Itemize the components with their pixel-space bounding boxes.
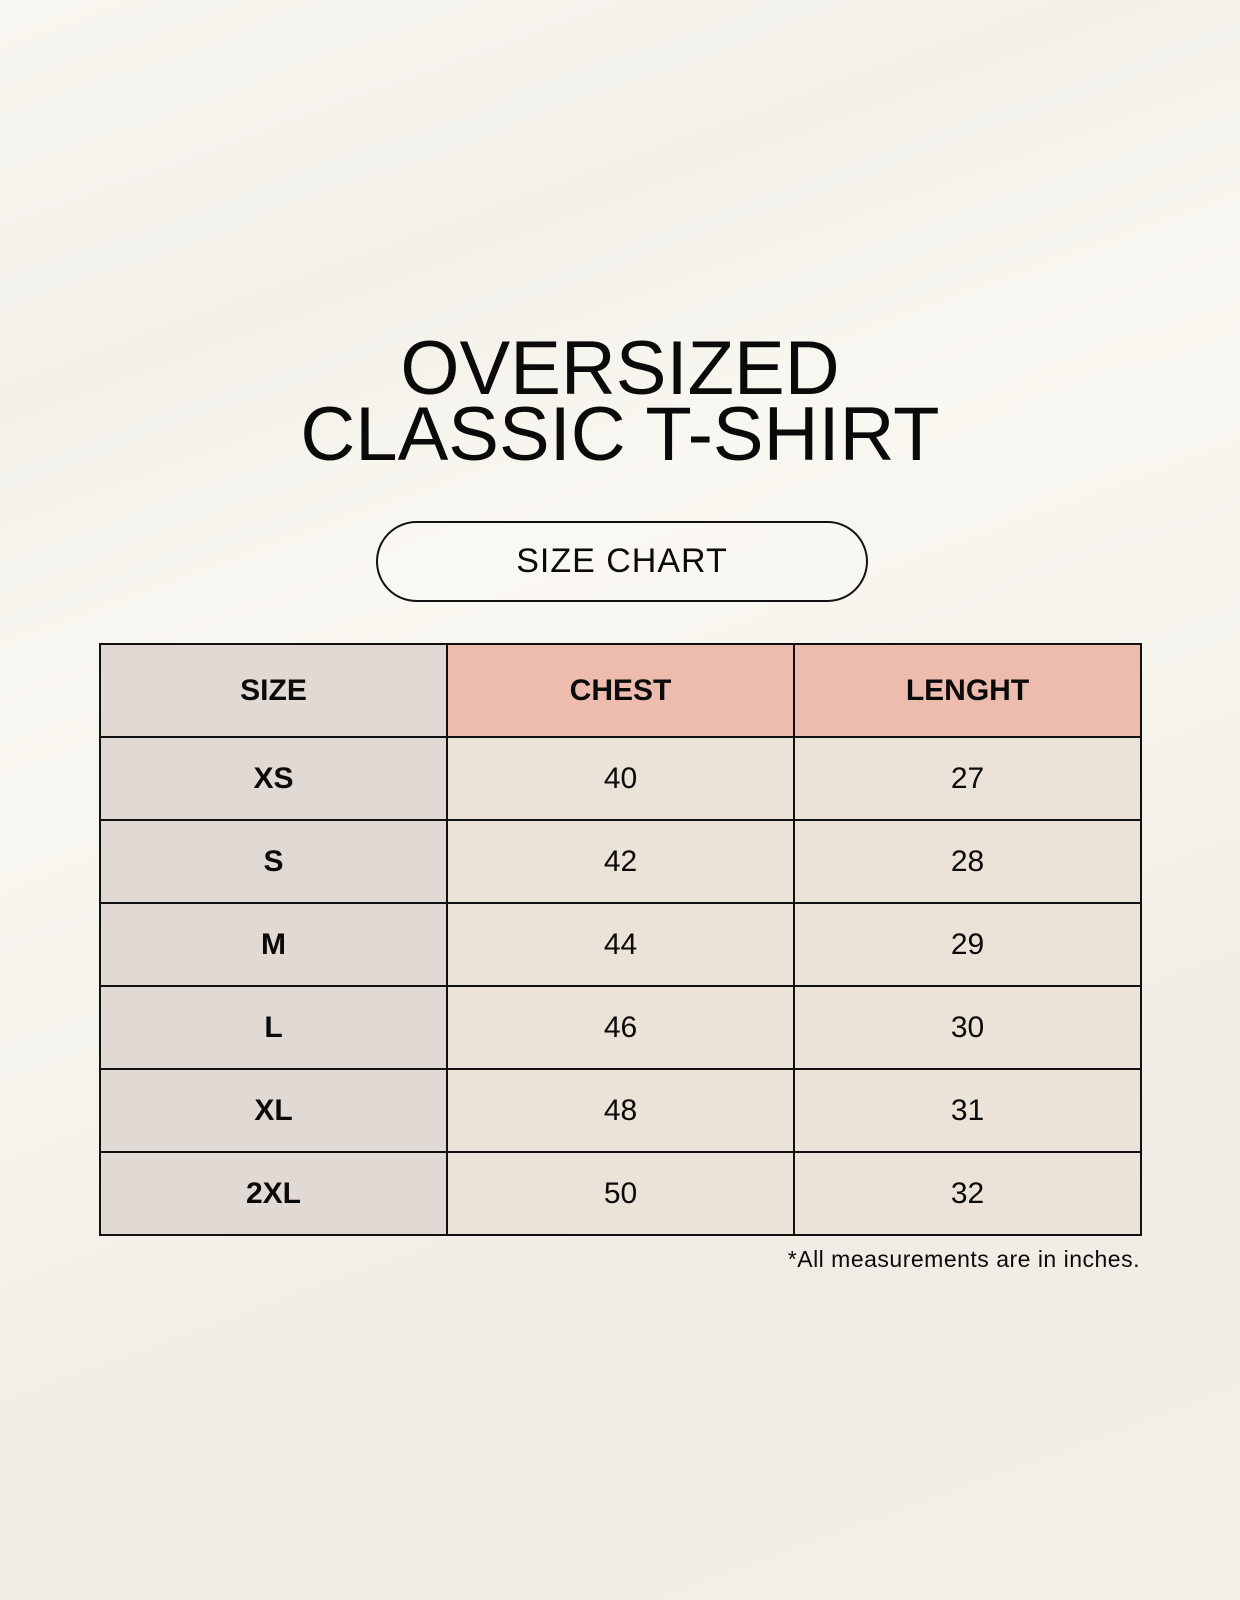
header-size: SIZE [99, 643, 448, 738]
chest-cell: 40 [446, 736, 795, 821]
size-cell: 2XL [99, 1151, 448, 1236]
header-length: LENGHT [793, 643, 1142, 738]
size-cell: S [99, 819, 448, 904]
length-cell: 32 [793, 1151, 1142, 1236]
table-row: 2XL 50 32 [99, 1151, 1142, 1236]
size-cell: XL [99, 1068, 448, 1153]
table-header-row: SIZE CHEST LENGHT [99, 643, 1142, 738]
chest-cell: 46 [446, 985, 795, 1070]
length-cell: 28 [793, 819, 1142, 904]
length-cell: 30 [793, 985, 1142, 1070]
chest-cell: 42 [446, 819, 795, 904]
footnote: *All measurements are in inches. [787, 1246, 1140, 1272]
table-row: L 46 30 [99, 985, 1142, 1070]
table-row: M 44 29 [99, 902, 1142, 987]
size-cell: L [99, 985, 448, 1070]
length-cell: 29 [793, 902, 1142, 987]
size-cell: M [99, 902, 448, 987]
chest-cell: 44 [446, 902, 795, 987]
title-line-1: OVERSIZED [400, 326, 840, 411]
page-title: OVERSIZED CLASSIC T-SHIRT [0, 326, 1240, 477]
title-line-2: CLASSIC T-SHIRT [300, 392, 940, 477]
length-cell: 27 [793, 736, 1142, 821]
chest-cell: 50 [446, 1151, 795, 1236]
table-row: XS 40 27 [99, 736, 1142, 821]
table-row: S 42 28 [99, 819, 1142, 904]
size-cell: XS [99, 736, 448, 821]
chest-cell: 48 [446, 1068, 795, 1153]
size-chart-badge: SIZE CHART [376, 521, 868, 602]
header-chest: CHEST [446, 643, 795, 738]
size-table: SIZE CHEST LENGHT XS 40 27 S 42 28 M 44 29 L 46 30 X… [99, 643, 1142, 1236]
length-cell: 31 [793, 1068, 1142, 1153]
table-row: XL 48 31 [99, 1068, 1142, 1153]
